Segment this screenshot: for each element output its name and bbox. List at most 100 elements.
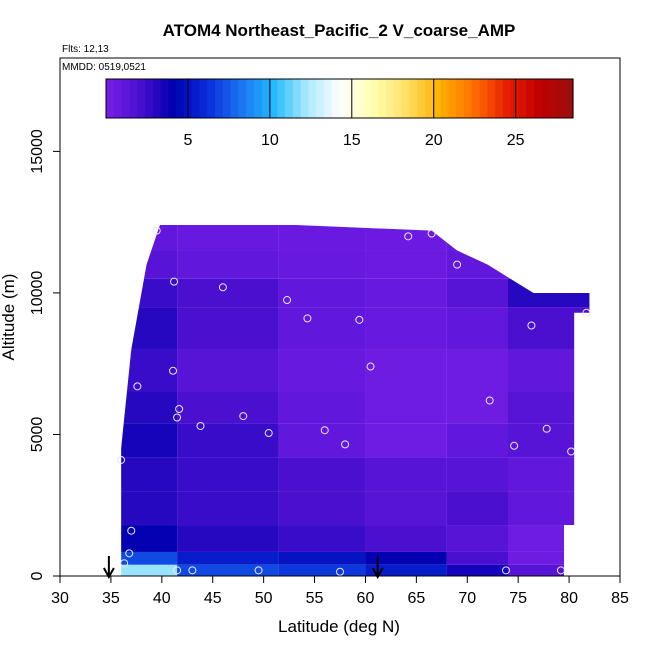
sample-point [542,424,551,433]
colorbar-segment [292,79,302,118]
y-tick-label: 15000 [29,129,46,174]
sample-point [582,308,591,317]
colorbar-segment [176,79,185,118]
y-axis: 0 5000 10000 15000 [29,129,60,580]
heatmap-cell [446,551,508,565]
colorbar-segment [113,79,123,118]
colorbar-segment [370,79,380,118]
heatmap-cell [177,307,279,350]
heatmap-cell [446,278,508,308]
sample-points-layer [117,226,591,576]
colorbar-segment [121,79,130,118]
x-tick-label: 80 [560,590,578,607]
colorbar-segment [409,79,418,118]
heatmap-cell [278,250,366,279]
colorbar-segment [269,79,278,118]
colorbar-segment [464,79,473,118]
x-tick-label: 45 [204,590,222,607]
heatmap-cell [177,250,279,279]
heatmap-cell [121,564,178,576]
colorbar-tick-label: 20 [425,132,443,149]
x-axis-label: Latitude (deg N) [278,617,400,636]
sample-point [117,455,126,464]
colorbar-segment [518,79,527,118]
heatmap-cell [177,423,279,458]
sample-point [336,567,344,576]
colorbar-segment [362,79,372,118]
heatmap-cell [365,423,447,458]
latitude-markers [102,556,384,580]
sample-point [125,549,134,558]
heatmap-cell [121,392,178,424]
sample-point [355,315,364,324]
heatmap-cell [177,457,279,492]
colorbar-segment [285,79,294,118]
heatmap-cell [446,525,508,552]
x-tick-label: 50 [255,590,273,607]
heatmap-cell [278,525,366,552]
heatmap-cell [365,525,447,552]
colorbar-segment [316,79,325,118]
x-axis: 30 35 40 45 50 55 60 65 70 75 80 85 [51,576,629,607]
heatmap-cell [278,423,366,458]
colorbar-segment [448,79,457,118]
sample-point [173,566,182,575]
sample-point [341,440,350,449]
heatmap-cell [365,491,447,526]
colorbar-segment [323,79,333,118]
colorbar-segment [144,79,154,118]
heatmap-cell [121,491,178,526]
x-tick-label: 70 [458,590,476,607]
dates-annotation: MMDD: 0519,0521 [62,62,146,73]
y-axis-label: Altitude (m) [0,274,18,361]
chart-title: ATOM4 Northeast_Pacific_2 V_coarse_AMP [163,21,516,40]
heatmap-cell [365,457,447,492]
colorbar-segment [456,79,465,118]
colorbar-tick-label: 5 [183,132,192,149]
colorbar-segment [432,79,442,118]
flights-annotation: Flts: 12,13 [62,44,109,55]
heatmap-cell [177,525,279,552]
heatmap-cell [278,392,366,424]
heatmap-cell [278,307,366,350]
colorbar-segment [152,79,162,118]
sample-point [427,229,436,238]
colorbar-segment [277,79,286,118]
sample-point [218,283,227,292]
heatmap-cell [446,491,508,526]
sample-point [567,447,576,456]
colorbar-segment [510,79,520,118]
plot-frame [59,57,621,577]
colorbar-segment [440,79,450,118]
y-tick-label: 10000 [29,271,46,316]
heatmap-cell [177,551,279,565]
heatmap-cell [365,392,447,424]
colorbar-segment [207,79,216,118]
colorbar-segment [471,79,481,118]
colorbar-segment [261,79,271,118]
sample-point [510,441,519,450]
colorbar-segment [534,79,543,118]
heatmap-cell [121,423,178,458]
sample-point [527,321,536,330]
heatmap-cell [278,564,366,576]
heatmap-cell [278,457,366,492]
colorbar-segment [557,79,566,118]
heatmap-cell [177,392,279,424]
colorbar-segment [300,79,309,118]
heatmap-cell [121,525,178,552]
colorbar-tick-label: 15 [343,132,361,149]
colorbar-segment [129,79,138,118]
sample-point [173,413,182,422]
colorbar: 5 10 15 20 25 [105,78,574,149]
colorbar-segment [238,79,247,118]
colorbar-segment [487,79,496,118]
sample-point [170,277,179,286]
sample-point [501,566,510,575]
sample-point [239,412,248,421]
colorbar-segment [549,79,559,118]
sample-point [404,232,413,241]
x-tick-label: 40 [153,590,171,607]
heatmap-cell [365,307,447,350]
